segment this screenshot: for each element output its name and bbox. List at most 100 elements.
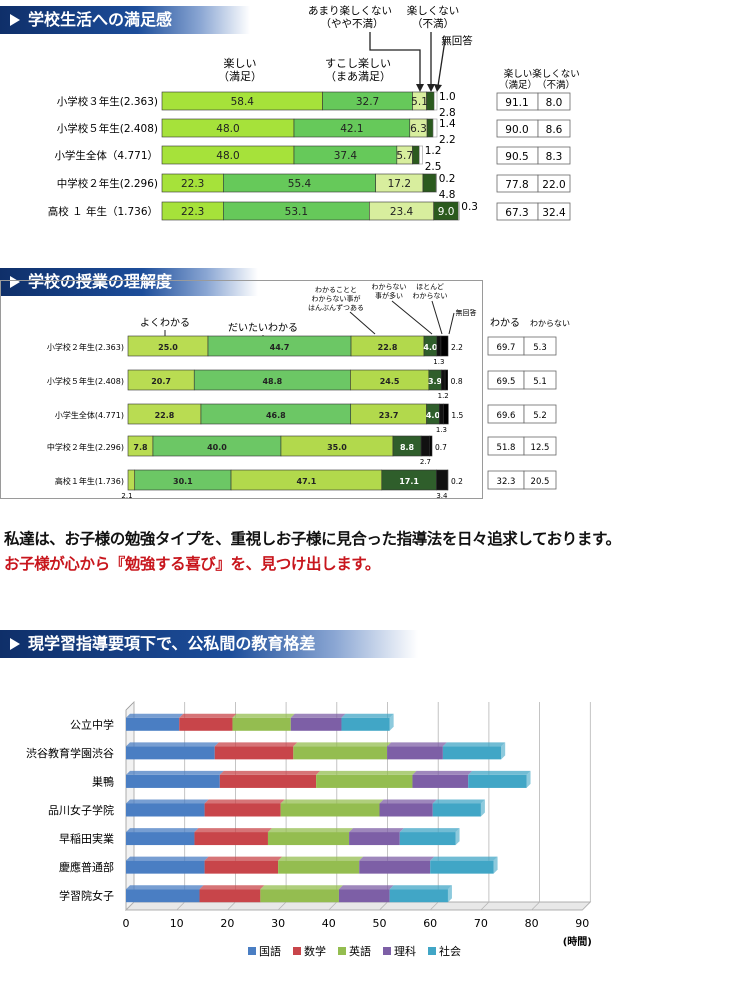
- s2-bar-value: 30.1: [173, 477, 193, 486]
- s3-legend-label: 英語: [349, 944, 371, 958]
- s3-bar-segment: [316, 774, 413, 788]
- s3-bar-end: [447, 885, 452, 903]
- s2-callout-hotondo-1: ほとんど: [416, 283, 444, 291]
- s3-category-label: 学習院女子: [59, 889, 114, 903]
- s2-bar-value: 4.0: [426, 411, 441, 420]
- s3-bar-top: [126, 742, 219, 747]
- s3-bar-end: [526, 770, 531, 788]
- s3-bar-top: [359, 856, 435, 861]
- s1-summary-satisfied: 77.8: [505, 179, 528, 191]
- s3-bar-top: [468, 770, 531, 775]
- s3-xtick: 50: [373, 917, 387, 930]
- s1-summary-dissatisfied: 22.0: [542, 179, 565, 191]
- s2-summary-not: 5.2: [533, 411, 547, 421]
- s3-bar-top: [126, 799, 209, 804]
- s1-bar-value: 58.4: [231, 96, 255, 108]
- s3-bar-top: [126, 856, 209, 861]
- s3-bar-segment: [204, 803, 281, 817]
- s1-bar-value: 6.3: [410, 123, 427, 135]
- s3-bar-segment: [260, 889, 339, 903]
- s3-category-label: 巣鴨: [92, 774, 114, 788]
- s1-bar-value: 5.7: [396, 150, 413, 162]
- s1-category-label: 小学生全体（4.771）: [54, 149, 158, 162]
- s3-bar-top: [349, 828, 404, 833]
- s3-bar-segment: [126, 774, 220, 788]
- s1-outside-value: 2.5: [425, 161, 442, 173]
- section2-banner: 学校の授業の理解度: [0, 268, 258, 296]
- s3-gridline-floor: [531, 901, 540, 911]
- s2-category-label: 小学校２年生(2.363): [47, 342, 124, 352]
- s3-legend-label: 数学: [304, 944, 326, 958]
- s3-bar-segment: [432, 803, 481, 817]
- s3-legend-swatch: [338, 947, 346, 955]
- s1-summary-dissatisfied: 8.6: [546, 124, 563, 136]
- s3-legend-label: 理科: [394, 944, 416, 958]
- s3-legend-swatch: [248, 947, 256, 955]
- s1-callout-fuman: （不満）: [412, 18, 454, 30]
- s3-bar-segment: [126, 860, 205, 874]
- s3-bar-segment: [204, 860, 279, 874]
- s1-col-label-sukoshi: すこし楽しい: [325, 57, 391, 70]
- s3-bar-top: [387, 742, 447, 747]
- s1-bar-value: 42.1: [340, 123, 363, 135]
- s2-noanswer-value: 0.8: [451, 377, 463, 386]
- s1-outside-value: 1.2: [425, 145, 442, 157]
- s3-xtick: 0: [123, 917, 130, 930]
- s2-callout-half-2: わからない事が: [312, 294, 361, 303]
- s3-bar-segment: [232, 717, 291, 731]
- s2-callout-many-1: わからない: [372, 283, 407, 291]
- s1-outside-value: 4.8: [439, 189, 456, 201]
- s2-bar-value: 20.7: [151, 377, 171, 386]
- s3-bar-segment: [399, 832, 456, 846]
- s2-small-value: 1.3: [436, 426, 447, 434]
- s1-arrow-amari: [416, 84, 424, 92]
- s1-summary-dissatisfied: 8.3: [546, 151, 563, 163]
- s2-bar-value: 44.7: [270, 343, 290, 352]
- s2-summary-not: 12.5: [531, 443, 550, 453]
- s3-floor: [125, 901, 592, 911]
- s2-bar-value: 47.1: [297, 477, 317, 486]
- s3-bar-top: [204, 856, 283, 861]
- s3-category-label: 公立中学: [70, 717, 114, 731]
- s3-xtick: 60: [423, 917, 437, 930]
- s1-side-header-4: （不満）: [537, 79, 575, 91]
- s2-col-label-yoku: よくわかる: [140, 317, 190, 329]
- s3-bar-segment: [126, 746, 215, 760]
- s1-outside-value: 1.0: [439, 91, 456, 103]
- s3-xlabel: (時間): [563, 935, 592, 948]
- s1-side-header-2: （満足）: [499, 79, 537, 91]
- s3-legend-label: 国語: [259, 944, 281, 958]
- s3-bar-segment: [379, 803, 433, 817]
- s3-xtick: 30: [271, 917, 285, 930]
- s2-bar-segment: [436, 335, 442, 357]
- s2-bar-value: 25.0: [158, 343, 178, 352]
- message-line2: お子様が心から『勉強する喜び』を、見つけ出します。: [4, 554, 380, 573]
- s2-col-label-daitai: だいたいわかる: [228, 322, 298, 334]
- s2-summary-understand: 69.6: [497, 411, 516, 421]
- s1-bar-segment: [432, 118, 438, 138]
- s1-category-label: 高校 １ 年生（1.736）: [48, 205, 158, 218]
- s2-small-value: 1.3: [433, 358, 444, 366]
- s2-bar-value: 3.9: [428, 377, 443, 386]
- s3-bar-top: [278, 856, 364, 861]
- s3-gridline-floor: [480, 901, 490, 911]
- s3-bar-top: [204, 799, 285, 804]
- s1-bar-value: 32.7: [356, 96, 379, 108]
- s1-summary-satisfied: 90.5: [505, 151, 528, 163]
- s2-summary-not: 5.1: [533, 377, 547, 387]
- s1-category-label: 小学校３年生(2.363): [57, 95, 158, 108]
- s3-bar-top: [199, 885, 265, 890]
- s2-summary-understand: 51.8: [497, 443, 516, 453]
- s2-callout-line-half: [349, 311, 376, 335]
- s3-legend-swatch: [428, 947, 436, 955]
- s3-bar-end: [493, 856, 498, 874]
- s2-noanswer-value: 0.2: [451, 477, 463, 486]
- s3-bar-top: [179, 713, 237, 718]
- s3-legend-swatch: [293, 947, 301, 955]
- s1-side-header-1: 楽しい: [504, 68, 533, 80]
- s2-callout-line-hotondo: [431, 300, 443, 335]
- s2-bar-value: 22.8: [378, 343, 398, 352]
- s2-noanswer-value: 0.7: [435, 443, 447, 452]
- s3-bar-segment: [387, 746, 443, 760]
- s1-category-label: 中学校２年生(2.296): [57, 177, 158, 190]
